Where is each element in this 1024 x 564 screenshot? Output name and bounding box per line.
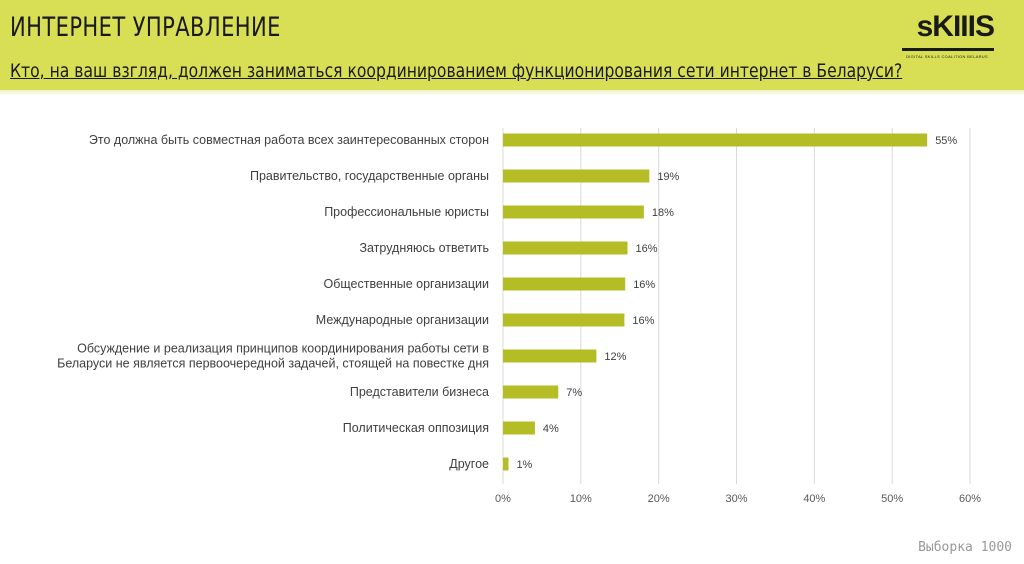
- logo-underline: [902, 48, 994, 51]
- x-tick-label: 20%: [648, 493, 670, 505]
- bar: [503, 457, 509, 471]
- bar: [503, 313, 625, 327]
- category-label: Другое: [449, 457, 489, 471]
- page-title: ИНТЕРНЕТ УПРАВЛЕНИЕ: [10, 12, 281, 43]
- data-label: 4%: [543, 423, 559, 435]
- header-shadow: [0, 90, 1024, 96]
- bar: [503, 277, 626, 291]
- category-label: Правительство, государственные органы: [250, 169, 489, 183]
- bar: [503, 169, 650, 183]
- bar: [503, 133, 928, 147]
- x-tick-label: 30%: [725, 493, 747, 505]
- category-label: Обсуждение и реализация принципов коорди…: [77, 342, 489, 356]
- category-label: Политическая оппозиция: [343, 421, 489, 435]
- data-label: 16%: [632, 315, 654, 327]
- data-label: 12%: [604, 351, 626, 363]
- x-tick-label: 0%: [495, 493, 511, 505]
- data-label: 19%: [657, 171, 679, 183]
- data-label: 16%: [636, 243, 658, 255]
- data-label: 55%: [935, 135, 957, 147]
- survey-question: Кто, на ваш взгляд, должен заниматься ко…: [10, 60, 903, 82]
- data-label: 7%: [566, 387, 582, 399]
- x-tick-label: 40%: [803, 493, 825, 505]
- bar: [503, 205, 644, 219]
- logo-text: sKIIIS: [916, 10, 995, 43]
- bar: [503, 385, 559, 399]
- bar: [503, 349, 597, 363]
- bar: [503, 421, 535, 435]
- data-label: 16%: [633, 279, 655, 291]
- data-label: 18%: [652, 207, 674, 219]
- logo-subtext: DIGITAL SKILLS COALITION BELARUS: [906, 54, 988, 59]
- category-label: Профессиональные юристы: [324, 205, 489, 219]
- skills-logo: sKIIIS DIGITAL SKILLS COALITION BELARUS: [900, 10, 995, 60]
- sample-size: Выборка 1000: [918, 540, 1012, 555]
- header-banner: ИНТЕРНЕТ УПРАВЛЕНИЕ Кто, на ваш взгляд, …: [0, 0, 1024, 90]
- category-label: Представители бизнеса: [350, 385, 489, 399]
- x-tick-label: 10%: [570, 493, 592, 505]
- data-label: 1%: [516, 459, 532, 471]
- category-label: Это должна быть совместная работа всех з…: [89, 133, 489, 147]
- x-tick-label: 60%: [959, 493, 981, 505]
- category-label: Затрудняюсь ответить: [359, 241, 489, 255]
- category-label: Беларуси не является первоочередной зада…: [57, 357, 489, 371]
- category-label: Международные организации: [316, 313, 489, 327]
- x-tick-label: 50%: [881, 493, 903, 505]
- category-label: Общественные организации: [324, 277, 489, 291]
- bar: [503, 241, 628, 255]
